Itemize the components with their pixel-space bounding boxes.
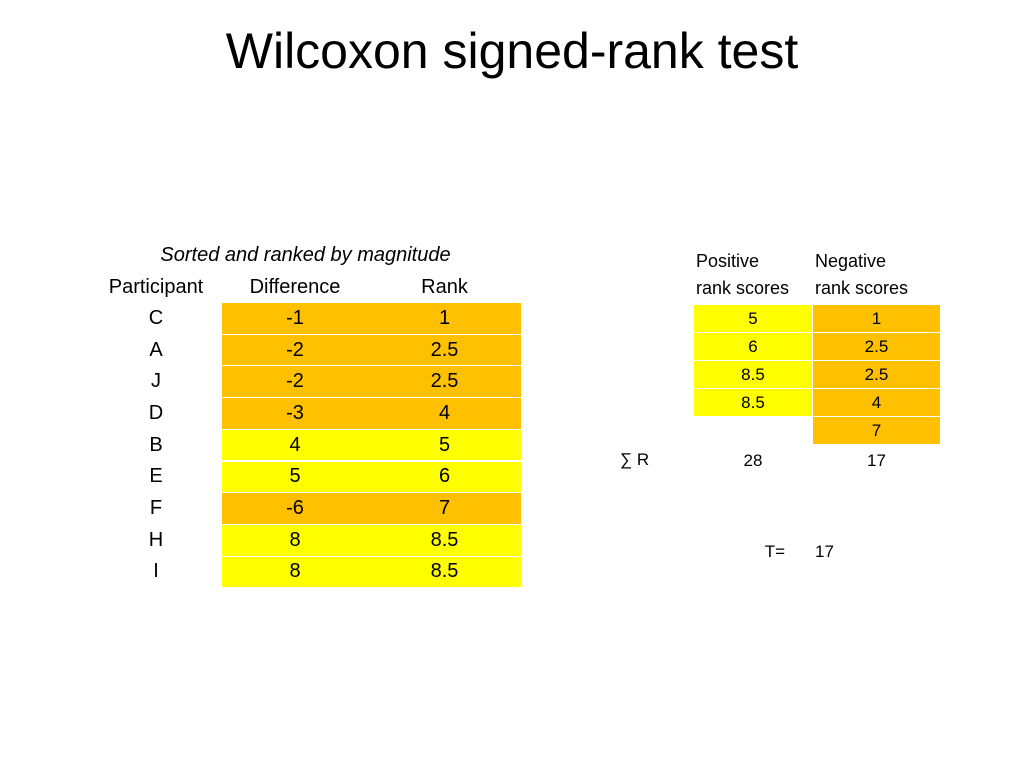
participant-cell: D: [90, 398, 222, 430]
column-header: Difference: [222, 272, 368, 303]
rank-cell: 8.5: [694, 389, 812, 417]
value-cell: 8: [222, 556, 368, 589]
value-cell: -3: [222, 398, 368, 430]
sum-value: 28: [743, 451, 763, 470]
rank-cell: 2.5: [813, 361, 940, 389]
rank-cell: 2.5: [813, 333, 940, 361]
participant-cell: E: [90, 462, 222, 494]
t-value: 17: [815, 542, 834, 561]
column-header: Positive: [696, 251, 760, 271]
value-cell: -2: [222, 334, 368, 367]
participant-cell: A: [90, 335, 222, 367]
value-cell: -2: [222, 366, 368, 399]
column-header: Rank: [368, 272, 521, 303]
value-cell: 7: [368, 493, 521, 525]
rank-cell: 8.5: [694, 361, 812, 389]
participant-cell: F: [90, 493, 222, 525]
table-caption: Sorted and ranked by magnitude: [160, 244, 451, 266]
value-cell: 4: [222, 429, 368, 462]
participant-cell: B: [90, 430, 222, 462]
value-cell: 5: [222, 461, 368, 494]
participant-cell: J: [90, 366, 222, 399]
column-header: rank scores: [815, 278, 909, 298]
rank-cell: 6: [694, 333, 812, 361]
t-label: T=: [764, 542, 785, 561]
rank-cell: 4: [813, 389, 940, 417]
value-cell: 2.5: [368, 366, 521, 399]
value-cell: -1: [222, 303, 368, 335]
value-cell: 1: [368, 303, 521, 335]
participant-cell: C: [90, 303, 222, 335]
value-cell: 8: [222, 524, 368, 557]
value-cell: 8.5: [368, 524, 521, 557]
participant-cell: I: [90, 557, 222, 589]
rank-cell: 7: [813, 417, 940, 445]
value-cell: 5: [368, 429, 521, 462]
value-cell: 2.5: [368, 334, 521, 367]
column-header: Participant: [90, 272, 222, 303]
value-cell: 4: [368, 398, 521, 430]
value-cell: 8.5: [368, 556, 521, 589]
value-cell: -6: [222, 493, 368, 525]
column-header: rank scores: [696, 278, 790, 298]
rank-cell: 1: [813, 305, 940, 333]
sum-label: ∑ R: [620, 450, 650, 469]
slide-title: Wilcoxon signed-rank test: [225, 23, 799, 79]
rank-cell: 5: [694, 305, 812, 333]
column-header: Negative: [815, 251, 887, 271]
sum-value: 17: [867, 451, 886, 470]
participant-cell: H: [90, 525, 222, 557]
value-cell: 6: [368, 461, 521, 494]
